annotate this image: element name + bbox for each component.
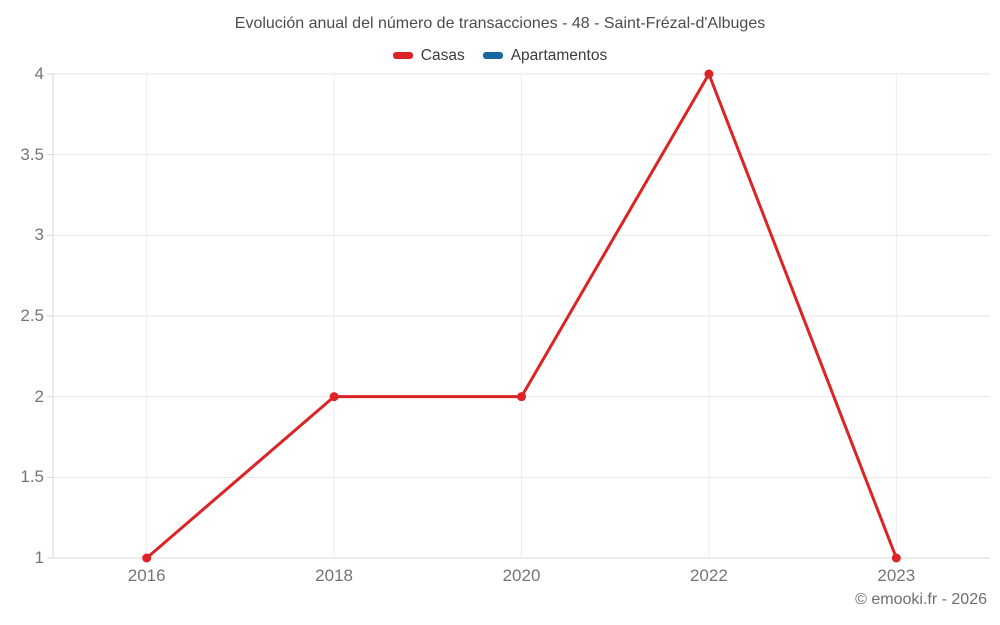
legend-item-apartamentos[interactable]: Apartamentos [482, 46, 608, 65]
y-axis-label-3: 3 [34, 225, 44, 245]
chart-legend: Casas Apartamentos [0, 45, 1000, 66]
legend-swatch-casas [392, 52, 413, 59]
legend-label-casas: Casas [420, 46, 465, 64]
y-axis-label-1: 1 [34, 548, 44, 567]
y-axis-label-2.5: 2.5 [20, 306, 44, 325]
x-axis-label-2022: 2022 [689, 566, 728, 585]
legend-item-casas[interactable]: Casas [392, 46, 465, 65]
data-point-casas-2018[interactable] [329, 392, 339, 402]
x-axis-label-2020: 2020 [502, 566, 541, 585]
data-point-casas-2020[interactable] [517, 392, 526, 402]
x-axis-label-2023: 2023 [877, 566, 916, 585]
y-axis-label-1.5: 1.5 [20, 467, 44, 487]
copyright-text: © emooki.fr - 2026 [855, 591, 987, 608]
data-point-casas-2016[interactable] [142, 553, 152, 563]
chart-title: Evolución anual del número de transaccio… [234, 15, 766, 32]
y-axis-label-2: 2 [34, 386, 44, 406]
data-point-casas-2023[interactable] [891, 553, 901, 563]
legend-label-apartamentos: Apartamentos [510, 46, 608, 64]
x-axis-label-2016: 2016 [127, 566, 166, 585]
x-axis-label-2018: 2018 [315, 566, 354, 585]
y-axis-label-4: 4 [34, 64, 44, 83]
y-axis-label-3.5: 3.5 [20, 144, 44, 164]
data-point-casas-2022[interactable] [704, 69, 714, 79]
legend-swatch-apartamentos [482, 52, 503, 59]
